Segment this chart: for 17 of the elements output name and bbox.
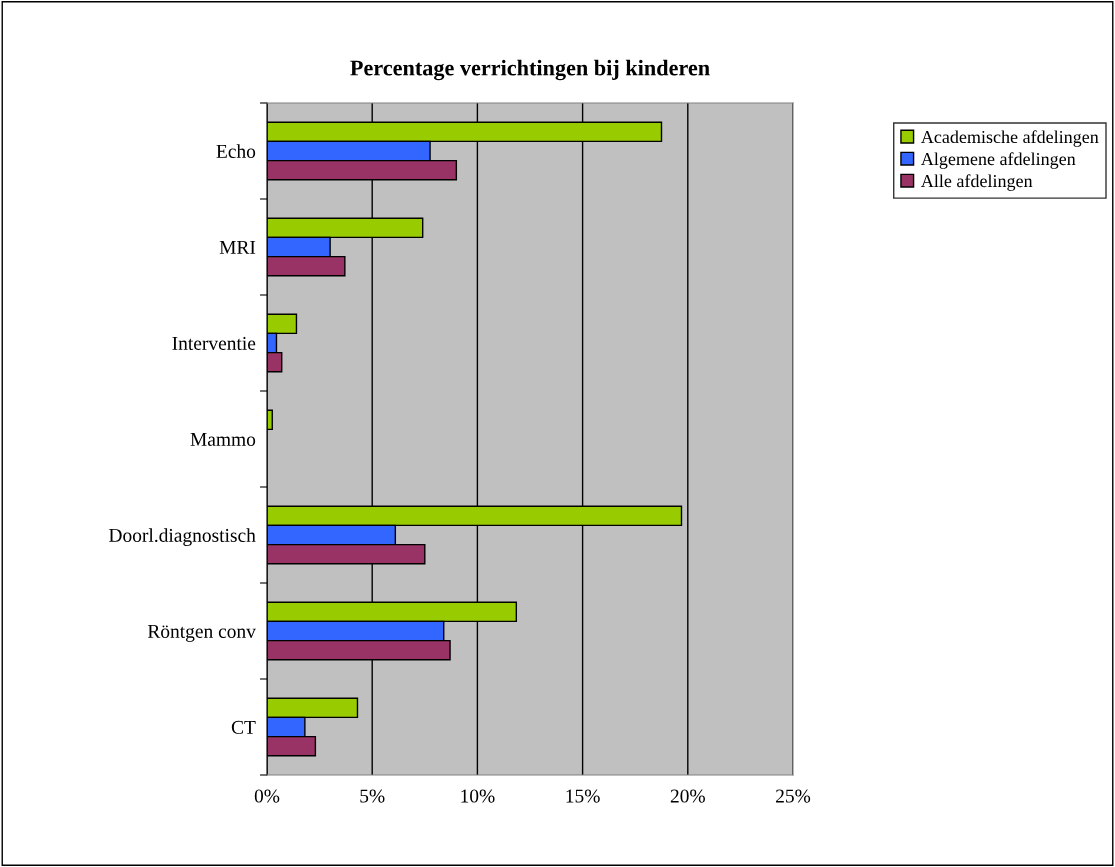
x-tick-label: 25% <box>776 789 811 803</box>
x-tick-label: 10% <box>461 789 495 803</box>
y-tick-label: Mammo <box>190 433 256 446</box>
legend-label: Algemene afdelingen <box>920 152 1076 169</box>
x-tick-label: 20% <box>670 789 705 803</box>
y-tick-label: CT <box>231 720 256 734</box>
x-tick-label: 15% <box>566 789 600 803</box>
x-tick-label: 5% <box>360 789 385 803</box>
y-tick-label: Interventie <box>172 336 256 350</box>
x-tick-label: 0% <box>254 789 280 803</box>
chart-title: Percentage verrichtingen bij kinderen <box>350 59 710 81</box>
y-tick-label: Echo <box>216 144 256 158</box>
y-tick-label: Doorl.diagnostisch <box>109 528 256 546</box>
legend-label: Academische afdelingen <box>920 130 1099 147</box>
y-tick-label: Röntgen conv <box>147 624 256 642</box>
y-tick-label: MRI <box>219 241 256 254</box>
legend-label: Alle afdelingen <box>920 174 1033 191</box>
